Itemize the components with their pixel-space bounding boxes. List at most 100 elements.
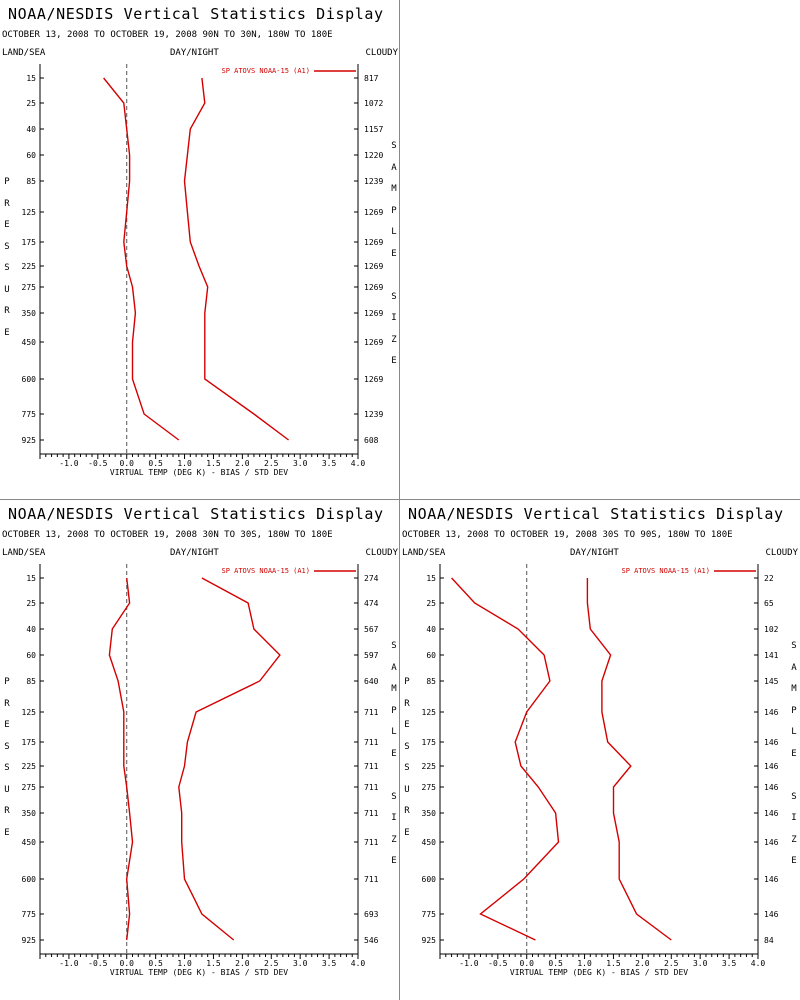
pressure-axis-label: P R E S S U R E: [4, 177, 10, 338]
sample-size-label: 1269: [364, 262, 383, 271]
sample-size-label: 711: [364, 838, 379, 847]
bias-series-line: [451, 577, 560, 941]
x-tick-label: 1.0: [177, 959, 192, 968]
pressure-level-label: 350: [22, 809, 37, 818]
sample-size-label: 640: [364, 677, 379, 686]
x-tick-label: -1.0: [459, 959, 478, 968]
sample-size-label: 146: [764, 738, 779, 747]
chart-subtitle: OCTOBER 13, 2008 TO OCTOBER 19, 2008 90N…: [2, 30, 333, 40]
sample-size-label: 546: [364, 936, 379, 945]
x-tick-label: 3.5: [322, 959, 337, 968]
pressure-level-label: 225: [22, 762, 37, 771]
sample-size-axis-label: S A M P L E S I Z E: [391, 641, 397, 866]
sample-size-label: 1269: [364, 375, 383, 384]
x-tick-label: 4.0: [351, 459, 366, 468]
land-sea-label: LAND/SEA: [2, 548, 46, 558]
x-tick-label: 2.5: [264, 459, 279, 468]
x-tick-label: -1.0: [59, 459, 78, 468]
sample-size-label: 146: [764, 762, 779, 771]
chart-panel-30n-30s: NOAA/NESDIS Vertical Statistics Display …: [0, 500, 400, 1000]
x-tick-label: 3.0: [693, 959, 708, 968]
x-tick-label: 1.5: [606, 959, 621, 968]
pressure-level-label: 15: [26, 74, 36, 83]
x-tick-label: 1.0: [577, 959, 592, 968]
pressure-level-label: 15: [26, 574, 36, 583]
x-axis-label: VIRTUAL TEMP (DEG K) - BIAS / STD DEV: [510, 968, 688, 977]
empty-panel: [400, 0, 800, 500]
x-tick-label: 4.0: [751, 959, 766, 968]
pressure-level-label: 775: [22, 410, 37, 419]
pressure-level-label: 925: [422, 936, 437, 945]
sample-size-label: 1269: [364, 283, 383, 292]
pressure-axis-label: P R E S S U R E: [404, 677, 410, 838]
land-sea-label: LAND/SEA: [2, 48, 46, 58]
pressure-level-label: 125: [422, 708, 437, 717]
x-tick-label: 0.0: [120, 959, 135, 968]
x-tick-label: 4.0: [351, 959, 366, 968]
pressure-level-label: 40: [26, 625, 36, 634]
std-dev-series-line: [586, 578, 672, 941]
sample-size-label: 711: [364, 762, 379, 771]
x-tick-label: 2.5: [264, 959, 279, 968]
pressure-level-label: 125: [22, 208, 37, 217]
sample-size-label: 711: [364, 738, 379, 747]
sample-size-label: 693: [364, 910, 379, 919]
sample-size-label: 711: [364, 875, 379, 884]
legend-label: SP ATOVS NOAA-15 (A1): [221, 67, 310, 75]
chart-plot: -1.0 -0.5 0.0 0.5 1.0 1.5 2.0 2.5 3.0 3.5 4.0 VIRTU…: [422, 564, 779, 977]
panel-divider-horizontal: [0, 499, 800, 500]
pressure-level-label: 275: [22, 783, 37, 792]
pressure-level-label: 225: [422, 762, 437, 771]
chart-subtitle: OCTOBER 13, 2008 TO OCTOBER 19, 2008 30S…: [402, 530, 733, 540]
sample-size-label: 146: [764, 708, 779, 717]
pressure-level-label: 25: [426, 599, 436, 608]
sample-size-label: 84: [764, 936, 774, 945]
sample-size-label: 1239: [364, 177, 383, 186]
legend-label: SP ATOVS NOAA-15 (A1): [621, 567, 710, 575]
sample-size-label: 146: [764, 809, 779, 818]
chart-plot: -1.0 -0.5 0.0 0.5 1.0 1.5 2.0 2.5 3.0 3.5 4.0 VIRTU…: [22, 564, 379, 977]
day-night-label: DAY/NIGHT: [170, 48, 219, 58]
x-tick-label: -0.5: [88, 959, 107, 968]
pressure-level-label: 85: [26, 677, 36, 686]
x-axis-label: VIRTUAL TEMP (DEG K) - BIAS / STD DEV: [110, 468, 288, 477]
x-tick-label: 3.5: [722, 959, 737, 968]
x-tick-label: 2.0: [235, 959, 250, 968]
x-tick-label: 2.0: [235, 459, 250, 468]
x-tick-label: 1.5: [206, 959, 221, 968]
legend-label: SP ATOVS NOAA-15 (A1): [221, 567, 310, 575]
pressure-level-label: 775: [422, 910, 437, 919]
sample-size-label: 146: [764, 910, 779, 919]
x-tick-label: 3.0: [293, 459, 308, 468]
std-dev-series-line: [183, 77, 290, 441]
sample-size-label: 1239: [364, 410, 383, 419]
sample-size-label: 65: [764, 599, 774, 608]
sample-size-label: 146: [764, 875, 779, 884]
pressure-level-label: 600: [22, 875, 37, 884]
chart-plot: -1.0 -0.5 0.0 0.5 1.0 1.5 2.0 2.5 3.0 3.5 4.0 VIRTU…: [22, 64, 383, 477]
day-night-label: DAY/NIGHT: [170, 548, 219, 558]
pressure-level-label: 125: [22, 708, 37, 717]
pressure-level-label: 60: [26, 151, 36, 160]
std-dev-series-line: [178, 577, 281, 941]
chart-title: NOAA/NESDIS Vertical Statistics Display: [408, 505, 784, 523]
pressure-level-label: 60: [426, 651, 436, 660]
day-night-label: DAY/NIGHT: [570, 548, 619, 558]
pressure-level-label: 450: [22, 838, 37, 847]
chart-panel-30s-90s: NOAA/NESDIS Vertical Statistics Display …: [400, 500, 800, 1000]
panel-divider-vertical: [399, 0, 400, 1000]
sample-size-label: 567: [364, 625, 379, 634]
pressure-level-label: 925: [22, 436, 37, 445]
sample-size-label: 711: [364, 809, 379, 818]
sample-size-label: 1269: [364, 208, 383, 217]
sample-size-label: 711: [364, 708, 379, 717]
x-tick-label: 1.5: [206, 459, 221, 468]
x-tick-label: 3.5: [322, 459, 337, 468]
pressure-level-label: 25: [26, 99, 36, 108]
pressure-level-label: 60: [26, 651, 36, 660]
pressure-level-label: 350: [422, 809, 437, 818]
sample-size-label: 1157: [364, 125, 383, 134]
pressure-level-label: 350: [22, 309, 37, 318]
bias-series-line: [103, 77, 180, 441]
cloudy-label: CLOUDY: [365, 548, 398, 558]
